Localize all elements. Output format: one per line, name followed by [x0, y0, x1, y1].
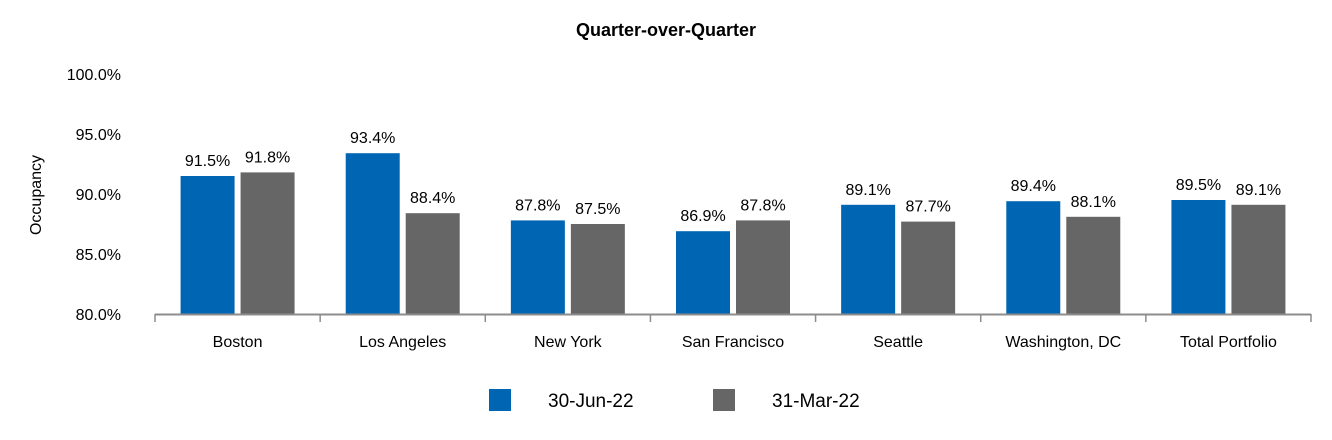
legend-label: 30-Jun-22 [548, 391, 634, 412]
bar [1171, 200, 1226, 314]
bar-value-label: 87.7% [905, 199, 950, 216]
x-axis-ticks: Boston Los Angeles New York San Francisco Se… [154, 314, 1312, 351]
bar [901, 221, 956, 314]
legend-swatch [489, 389, 511, 411]
legend-swatch [713, 389, 735, 411]
bar [841, 204, 896, 314]
bar [345, 153, 400, 314]
category-label: Washington, DC [1005, 334, 1121, 351]
bar-value-label: 87.8% [740, 197, 785, 214]
category-label: San Francisco [682, 334, 784, 351]
legend-label: 31-Mar-22 [772, 391, 860, 412]
y-tick-label: 95.0% [76, 127, 121, 144]
bar-value-label: 91.8% [245, 149, 290, 166]
bar [405, 213, 460, 314]
bar [676, 231, 730, 314]
category-label: Los Angeles [359, 334, 446, 351]
category-label: Seattle [873, 334, 923, 351]
y-axis-label: Occupancy [28, 155, 45, 235]
bar-value-label: 89.5% [1176, 177, 1221, 194]
bar [1231, 204, 1286, 314]
bar-value-label: 93.4% [350, 130, 395, 147]
bar [570, 224, 625, 314]
bar [736, 220, 790, 314]
category-label: Boston [213, 334, 263, 351]
y-tick-label: 100.0% [67, 67, 121, 84]
bar-value-label: 87.5% [575, 201, 620, 218]
bar [510, 220, 565, 314]
value-labels-group: 91.5% 91.8% 93.4% 88.4% 87.8% 87.5% 86.9% 87.8%… [185, 130, 1281, 225]
bar [240, 172, 295, 314]
y-axis-ticks: 80.0% 85.0% 90.0% 95.0% 100.0% [67, 67, 121, 324]
legend: 30-Jun-22 31-Mar-22 [489, 389, 860, 412]
category-label: New York [534, 334, 603, 351]
bars-group [180, 153, 1286, 314]
bar [1066, 216, 1121, 314]
y-tick-label: 80.0% [76, 307, 121, 324]
bar-value-label: 89.1% [845, 182, 890, 199]
bar-value-label: 88.1% [1071, 194, 1116, 211]
chart-title: Quarter-over-Quarter [576, 20, 756, 40]
bar-value-label: 88.4% [410, 190, 455, 207]
category-label: Total Portfolio [1180, 334, 1277, 351]
bar-value-label: 91.5% [185, 153, 230, 170]
bar-value-label: 89.1% [1236, 182, 1281, 199]
y-tick-label: 90.0% [76, 187, 121, 204]
bar [180, 176, 235, 314]
bar-value-label: 89.4% [1011, 178, 1056, 195]
bar-value-label: 87.8% [515, 197, 560, 214]
bar-value-label: 86.9% [680, 208, 725, 225]
y-tick-label: 85.0% [76, 247, 121, 264]
bar [1006, 201, 1061, 314]
